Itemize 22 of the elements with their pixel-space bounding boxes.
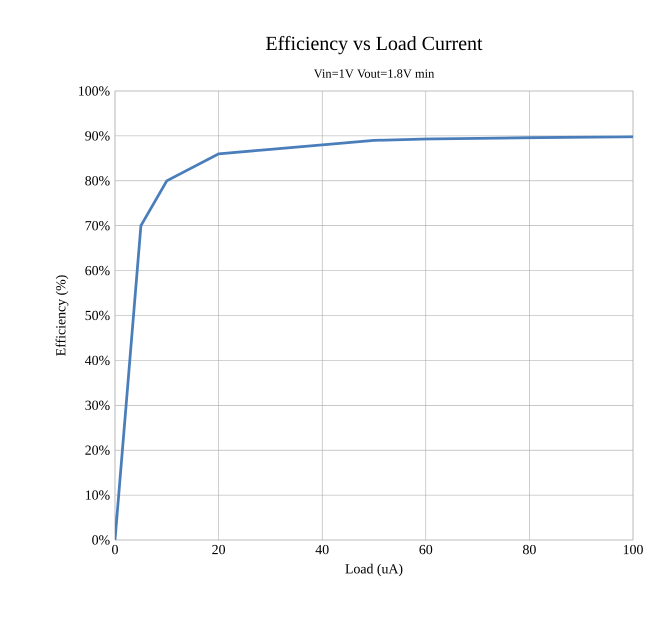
y-tick-label: 10% xyxy=(86,490,110,500)
y-tick-label: 60% xyxy=(85,266,110,276)
x-tick-label: 40 xyxy=(316,544,329,554)
x-axis-title: Load (uA) xyxy=(345,564,402,576)
chart-title: Efficiency vs Load Current xyxy=(266,36,482,54)
y-tick-label: 80% xyxy=(85,176,110,186)
line-series xyxy=(115,135,634,540)
x-tick-label: 60 xyxy=(419,544,432,554)
y-tick-label: 70% xyxy=(86,221,110,230)
x-tick-label: 20 xyxy=(212,544,225,554)
y-tick-label: 0% xyxy=(92,535,110,545)
y-tick-label: 30% xyxy=(85,400,110,410)
x-tick-label: 100 xyxy=(624,544,643,554)
y-tick-label: 40% xyxy=(85,356,110,366)
chart-subtitle: Vin=1V Vout=1.8V min xyxy=(314,69,434,78)
y-axis-title: Efficiency (%) xyxy=(56,275,68,356)
y-tick-label: 20% xyxy=(85,446,110,455)
x-tick-label: 80 xyxy=(523,544,536,554)
x-tick-label: 0 xyxy=(112,544,118,554)
y-tick-label: 90% xyxy=(85,131,110,141)
y-tick-label: 100% xyxy=(79,86,110,96)
y-tick-label: 50% xyxy=(86,310,110,320)
